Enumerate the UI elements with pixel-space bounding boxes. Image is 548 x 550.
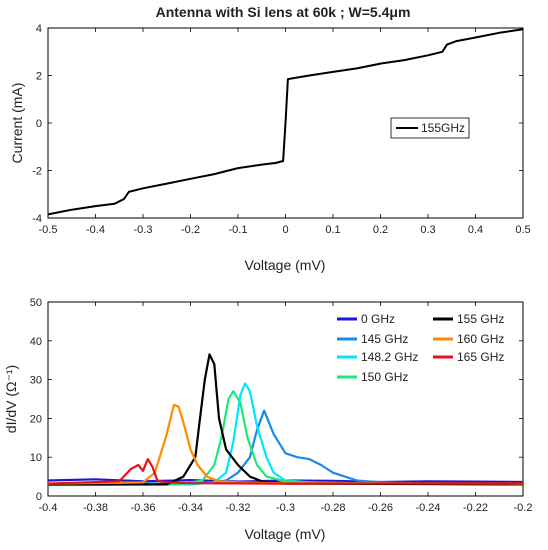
series-line-5 <box>47 403 524 485</box>
iv-legend: 155GHz <box>390 117 470 139</box>
x-tick-label: -0.38 <box>83 502 108 514</box>
didv-legend-label: 165 GHz <box>457 350 504 364</box>
x-tick-label: -0.36 <box>130 502 155 514</box>
didv-plot-frame <box>47 301 524 497</box>
didv-legend-label: 0 GHz <box>361 312 395 326</box>
didv-legend-label: 160 GHz <box>457 332 504 346</box>
x-tick-label: -0.24 <box>415 502 440 514</box>
x-tick-label: 0.3 <box>420 224 435 236</box>
x-tick-label: -0.3 <box>134 224 153 236</box>
x-tick-label: -0.4 <box>86 224 105 236</box>
didv-y-axis-label: dI/dV (Ω⁻¹) <box>3 365 19 433</box>
y-tick-label: 10 <box>30 452 42 464</box>
x-tick-label: 0 <box>282 224 288 236</box>
didv-legend: 0 GHz 145 GHz 148.2 GHz 150 GHz 155 GHz 160 G… <box>337 312 504 384</box>
series-line-3 <box>48 390 524 486</box>
didv-x-axis-label: Voltage (mV) <box>245 526 326 542</box>
series-line-1 <box>47 409 524 486</box>
series-line-0 <box>47 28 524 216</box>
y-tick-label: 4 <box>36 23 42 35</box>
y-tick-label: 2 <box>36 71 42 83</box>
x-tick-label: -0.34 <box>178 502 203 514</box>
y-tick-label: 30 <box>30 375 42 387</box>
didv-legend-label: 155 GHz <box>457 312 504 326</box>
didv-legend-label: 145 GHz <box>361 332 408 346</box>
y-tick-label: -4 <box>32 213 42 225</box>
iv-chart-title: Antenna with Si lens at 60k ; W=5.4μm <box>156 4 411 20</box>
iv-legend-box <box>390 117 470 139</box>
y-tick-label: 20 <box>30 413 42 425</box>
x-tick-label: -0.4 <box>39 502 58 514</box>
x-tick-label: 0.2 <box>373 224 388 236</box>
didv-legend-label: 148.2 GHz <box>361 350 418 364</box>
didv-series-lines <box>47 353 524 487</box>
didv-legend-label: 150 GHz <box>361 370 408 384</box>
y-tick-label: 40 <box>30 336 42 348</box>
series-line-4 <box>48 353 524 486</box>
y-tick-label: 0 <box>36 491 42 503</box>
series-line-6 <box>47 458 524 485</box>
x-tick-label: -0.26 <box>368 502 393 514</box>
didv-ticks: -0.4 -0.38 -0.36 -0.34 -0.32 -0.3 -0.28 -0.26 -0… <box>30 297 533 514</box>
x-tick-label: -0.32 <box>225 502 250 514</box>
x-tick-label: 0.4 <box>468 224 483 236</box>
iv-y-axis-label: Current (mA) <box>9 83 25 164</box>
iv-series-lines <box>47 28 524 216</box>
x-tick-label: 0.5 <box>515 224 530 236</box>
iv-chart: Antenna with Si lens at 60k ; W=5.4μm -0… <box>9 4 531 273</box>
x-tick-label: 0.1 <box>325 224 340 236</box>
x-tick-label: -0.2 <box>181 224 200 236</box>
x-tick-label: -0.2 <box>514 502 533 514</box>
y-tick-label: 50 <box>30 297 42 309</box>
iv-x-axis-label: Voltage (mV) <box>245 257 326 273</box>
x-tick-label: -0.5 <box>39 224 58 236</box>
x-tick-label: -0.22 <box>463 502 488 514</box>
y-tick-label: -2 <box>32 166 42 178</box>
iv-ticks: -0.5 -0.4 -0.3 -0.2 -0.1 0 0.1 0.2 0.3 0.4 0.5 -4 -2… <box>32 23 530 236</box>
series-line-2 <box>47 382 524 487</box>
x-tick-label: -0.1 <box>229 224 248 236</box>
iv-legend-label: 155GHz <box>421 121 465 135</box>
x-tick-label: -0.28 <box>320 502 345 514</box>
y-tick-label: 0 <box>36 118 42 130</box>
didv-chart: -0.4 -0.38 -0.36 -0.34 -0.32 -0.3 -0.28 -0.26 -0… <box>3 297 532 542</box>
x-tick-label: -0.3 <box>276 502 295 514</box>
